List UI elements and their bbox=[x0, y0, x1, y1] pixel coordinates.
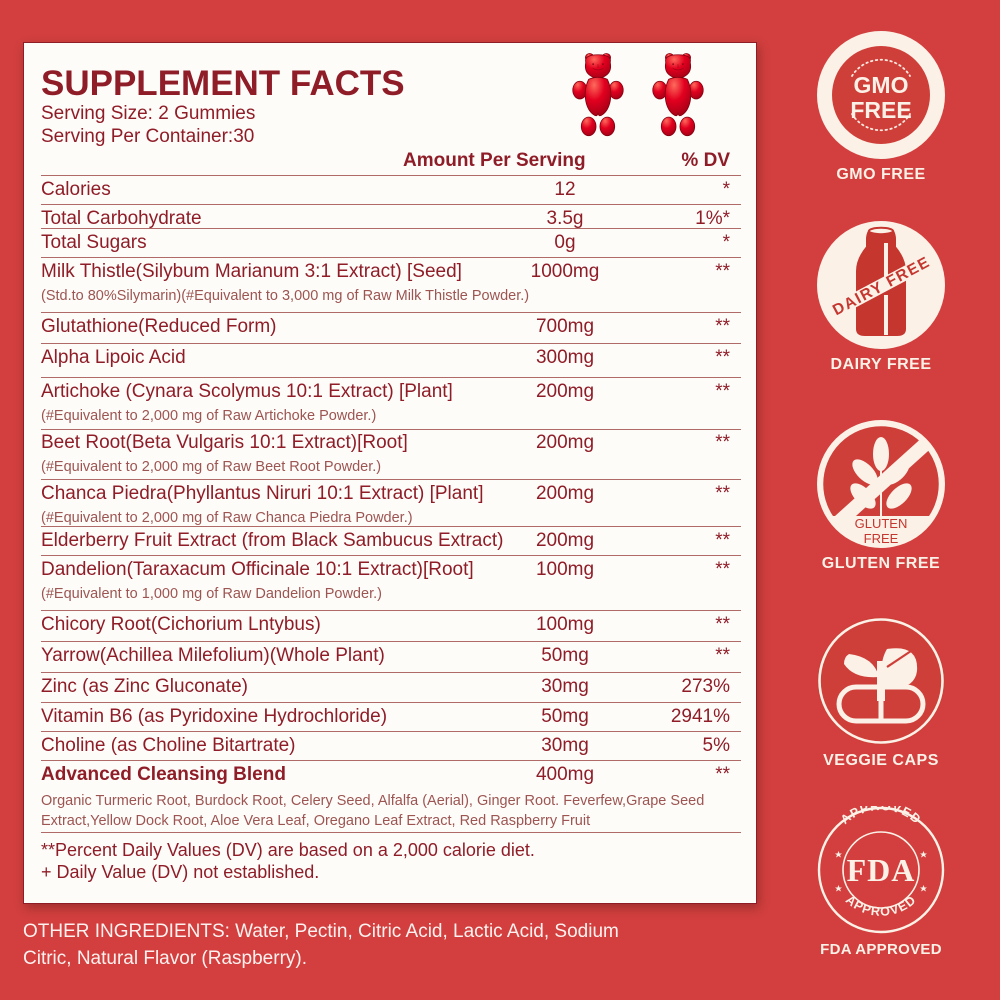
svg-text:GMO: GMO bbox=[854, 72, 909, 98]
svg-text:FDA: FDA bbox=[847, 852, 916, 888]
svg-text:FREE: FREE bbox=[864, 531, 899, 546]
svg-text:FREE: FREE bbox=[850, 97, 911, 123]
svg-text:APPROVED: APPROVED bbox=[843, 893, 919, 919]
svg-text:APPROVED: APPROVED bbox=[838, 806, 924, 827]
svg-text:GLUTEN: GLUTEN bbox=[855, 516, 908, 531]
